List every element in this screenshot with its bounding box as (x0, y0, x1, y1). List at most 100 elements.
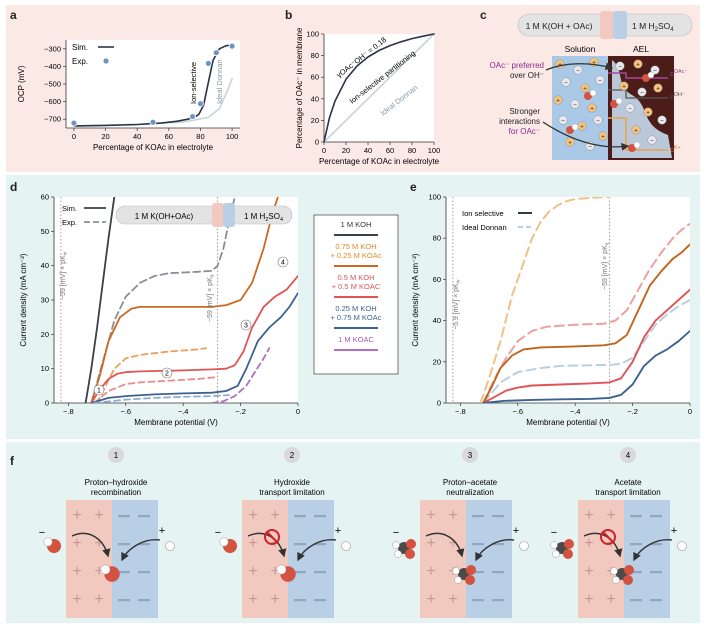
f-fixed-minus (118, 571, 130, 574)
f-fixed-minus (492, 599, 504, 602)
f-hydrogen (550, 541, 558, 549)
panel-label-d: d (10, 180, 18, 194)
c-acetate-h (615, 97, 623, 105)
f-proton (165, 541, 175, 551)
c-ion-sign: + (568, 139, 572, 146)
x-axis-label: Percentage of KOAc in electrolyte (319, 157, 440, 166)
f-oxygen (563, 549, 573, 559)
d-step-marker (277, 256, 289, 268)
x-tick-label: 60 (165, 132, 173, 141)
c-ion-sign: − (561, 117, 565, 124)
f-fixed-minus (630, 515, 642, 518)
c-ion-sign: + (634, 127, 638, 134)
f-fixed-plus: + (584, 507, 593, 524)
c-oac-sup: OAc⁻ (674, 69, 688, 75)
c-anion (625, 103, 635, 113)
y-tick-label: 40 (311, 94, 319, 103)
e-mix75-ionsel (482, 243, 690, 403)
f-hydrogen (43, 537, 53, 547)
f-arrow-left (71, 532, 111, 558)
d-box-right-sub2: 4 (280, 217, 283, 223)
c-cation (587, 103, 597, 113)
panel-label-c: c (480, 8, 487, 22)
x-tick-label: 80 (196, 132, 204, 141)
d-step-marker-label: 1 (97, 388, 101, 395)
f-oxygen (624, 565, 634, 575)
chart-d: −.8 −.6 −.4 −.2 0 0 10 20 30 40 50 60 Membrane poten… (19, 193, 399, 427)
a-exp-point (70, 119, 78, 127)
c-right-solution-sub: 2 (655, 27, 659, 33)
y-axis-label: OCP (mV) (17, 65, 26, 102)
x-tick-label: −.2 (235, 407, 246, 416)
e-vline-w-text: −5.9 [mV] × pK (453, 283, 460, 330)
f-fixed-minus (118, 515, 130, 518)
d-series-legend-line1: 0.5 M KOH (337, 273, 374, 282)
f-oxygen (623, 575, 633, 585)
a-anno-ion-selective: Ion-selective (189, 62, 198, 104)
f-fixed-minus (650, 571, 662, 574)
e-vline-label-w: −5.9 [mV] × pKw (453, 279, 462, 330)
f-step-number-badge (462, 447, 478, 463)
f-plus-region (242, 500, 288, 618)
e-mix75-donnan (479, 197, 611, 403)
c-solution-label: Solution (565, 44, 596, 54)
d-series-legend-box (313, 214, 399, 375)
f-step-number: 4 (626, 451, 631, 460)
f-fixed-minus (630, 543, 642, 546)
f-minus-sign: − (551, 527, 557, 539)
y-tick-label: −700 (44, 115, 61, 124)
c-anion (558, 115, 568, 125)
f-fixed-plus: + (426, 507, 435, 524)
f-fixed-plus: + (248, 563, 257, 580)
f-hydrogen (452, 567, 460, 575)
c-ael-label: AEL (633, 44, 649, 54)
y-tick-label: 40 (433, 316, 441, 325)
c-cation (598, 131, 608, 141)
f-fixed-minus (294, 571, 306, 574)
f-fixed-minus (314, 543, 326, 546)
c-anion (615, 61, 625, 71)
d-mix75-exp (96, 347, 208, 403)
c-ion-sign: + (580, 123, 584, 130)
c-cation (580, 83, 590, 93)
d-vline-label-a: −59 [mV] × pKa (207, 274, 216, 322)
c-oh-sup: OH⁻ (674, 92, 685, 98)
d-header-pill (115, 205, 293, 225)
c-oh-profile (608, 89, 668, 99)
f-fixed-plus: + (72, 591, 81, 608)
f-fixed-plus: + (94, 535, 103, 552)
plot-area (66, 40, 240, 128)
c-anno2-line1: Stronger (509, 107, 540, 116)
d-koh-exp (90, 197, 236, 403)
f-minus-sign: − (215, 527, 221, 539)
f-fixed-plus: + (248, 535, 257, 552)
f-step-number: 2 (290, 451, 295, 460)
c-ion-sign: − (598, 77, 602, 84)
x-tick-label: −.6 (120, 407, 131, 416)
c-cation (565, 137, 575, 147)
c-ion-sign: − (618, 63, 622, 70)
a-exp-point (212, 49, 220, 57)
f-fixed-minus (138, 543, 150, 546)
d-series-legend-line1: 1 M KOAC (338, 335, 374, 344)
d-mix25-sim (90, 292, 298, 403)
e-vline-a-text: −59 [mV] × pK (602, 245, 609, 290)
c-right-solution-a: 1 M H (632, 21, 655, 31)
c-k-sup: K+ (674, 145, 681, 151)
c-oac-label: cOAc⁻ (670, 69, 687, 78)
y-axis-label: Current density (mA cm⁻²) (19, 253, 28, 346)
e-vline-a-sub: a (605, 242, 611, 245)
c-acetate-h (571, 123, 579, 131)
f-plus-sign: + (513, 525, 519, 537)
e-legend-ionsel-label: Ion selective (462, 209, 504, 218)
f-fixed-minus (630, 571, 642, 574)
d-vline-w-sub: w (63, 251, 69, 255)
d-mix75-sim (90, 197, 279, 403)
f-fixed-plus: + (426, 563, 435, 580)
d-step-marker-label: 2 (165, 371, 169, 378)
d-vline-a-sub: a (210, 274, 216, 277)
f-fixed-minus (294, 515, 306, 518)
c-k-profile (608, 117, 668, 151)
d-step-marker-label: 4 (281, 260, 285, 267)
